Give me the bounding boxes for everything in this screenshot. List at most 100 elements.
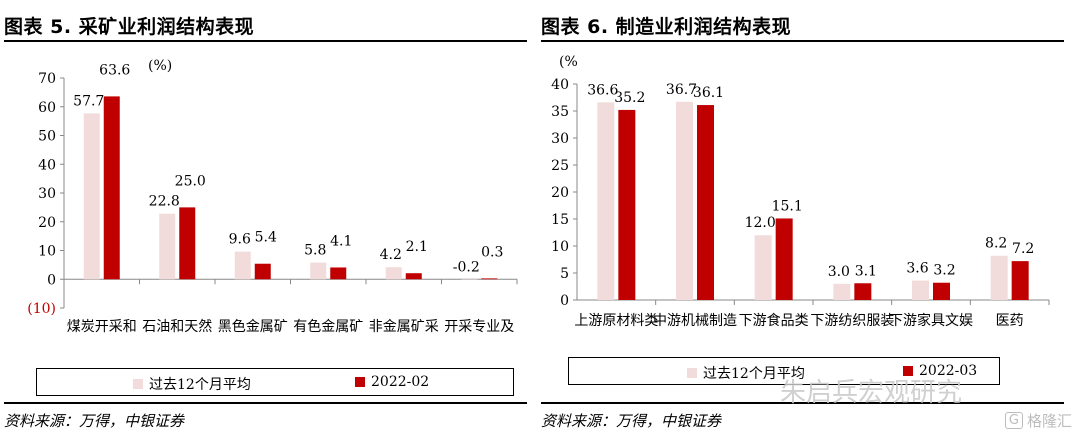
left-legend-swatch-current bbox=[355, 377, 365, 387]
right-y-tick-label: 40 bbox=[551, 77, 569, 93]
right-category-label: 上游原材料类 bbox=[574, 313, 658, 329]
right-bar-current bbox=[933, 282, 950, 300]
left-data-label: 2.1 bbox=[406, 239, 428, 255]
left-data-label: 57.7 bbox=[73, 93, 104, 109]
right-bar-chart: (% 0 5 10 15 20 25 30 35 40 36.6 36.7 12.0 3.0 3.6 8.2 3… bbox=[551, 54, 1050, 329]
right-legend-swatch-current bbox=[903, 366, 913, 376]
right-bar-current bbox=[854, 283, 872, 300]
watermark-logo: G 格隆汇 bbox=[1004, 410, 1072, 431]
left-bar-avg bbox=[159, 213, 176, 280]
right-source-rule bbox=[541, 402, 1064, 404]
right-data-label: 15.1 bbox=[772, 198, 803, 214]
right-bar-current bbox=[618, 109, 636, 300]
left-category-label: 煤炭开采和 bbox=[67, 319, 137, 334]
left-legend-item-avg: 过去12个月平均 bbox=[133, 374, 251, 394]
left-y-tick-label: 0 bbox=[47, 272, 56, 288]
right-data-label: 36.7 bbox=[666, 82, 697, 98]
left-bar-current bbox=[481, 278, 498, 280]
left-y-tick-label: 60 bbox=[38, 100, 56, 116]
right-title-rule bbox=[541, 40, 1064, 42]
left-y-tick-label: 20 bbox=[38, 215, 56, 231]
right-bar-current bbox=[697, 105, 714, 300]
right-y-tick-label: 10 bbox=[551, 239, 569, 255]
right-category-label: 中游机械制造 bbox=[653, 313, 737, 329]
left-bar-avg bbox=[310, 262, 327, 280]
right-legend-label-current: 2022-03 bbox=[919, 363, 978, 379]
left-category-label: 开采专业及 bbox=[444, 319, 514, 334]
left-bar-avg bbox=[385, 267, 402, 280]
left-y-tick-label: (10) bbox=[27, 301, 56, 317]
left-title-rule bbox=[4, 40, 527, 42]
left-legend-label-current: 2022-02 bbox=[371, 374, 430, 390]
right-unit-label: (% bbox=[559, 54, 578, 70]
left-data-label: 22.8 bbox=[149, 194, 180, 210]
left-data-label: 5.8 bbox=[304, 243, 326, 259]
right-legend-item-avg: 过去12个月平均 bbox=[687, 363, 805, 383]
right-chart-title: 图表 6. 制造业利润结构表现 bbox=[541, 16, 792, 38]
right-data-label: 3.0 bbox=[828, 264, 850, 280]
right-bar-avg bbox=[990, 255, 1008, 300]
right-data-label: 12.0 bbox=[745, 215, 776, 231]
left-bar-current bbox=[103, 96, 120, 280]
left-bar-current bbox=[405, 273, 422, 280]
right-category-label: 下游家具文娱 bbox=[889, 312, 973, 329]
left-source-rule bbox=[4, 402, 527, 404]
left-legend: 过去12个月平均 2022-02 bbox=[36, 368, 514, 396]
right-legend-item-current: 2022-03 bbox=[903, 363, 977, 379]
left-chart-title: 图表 5. 采矿业利润结构表现 bbox=[4, 16, 255, 38]
watermark-logo-text: 格隆汇 bbox=[1026, 412, 1072, 430]
left-bar-avg bbox=[234, 251, 251, 280]
left-data-label: 9.6 bbox=[229, 232, 251, 248]
left-y-tick-label: 40 bbox=[38, 157, 56, 173]
right-chart-panel: 图表 6. 制造业利润结构表现 (% 0 5 10 15 20 25 30 35 40 36.6 36… bbox=[537, 0, 1064, 440]
right-y-tick-label: 5 bbox=[560, 266, 569, 282]
left-unit-label: (%) bbox=[148, 58, 172, 74]
right-data-label: 8.2 bbox=[985, 236, 1007, 252]
right-data-label: 3.1 bbox=[855, 263, 877, 279]
right-bar-avg bbox=[912, 280, 929, 300]
right-bar-avg bbox=[597, 102, 615, 300]
left-data-label: 25.0 bbox=[175, 173, 206, 189]
left-data-label: -0.2 bbox=[453, 259, 480, 275]
right-category-label: 下游纺织服装 bbox=[810, 313, 894, 329]
left-bar-avg bbox=[83, 113, 100, 280]
left-source-note: 资料来源：万得，中银证券 bbox=[4, 412, 185, 430]
right-bar-current bbox=[1011, 261, 1029, 300]
right-y-tick-label: 35 bbox=[551, 104, 569, 120]
watermark-text: 朱启兵宏观研究 bbox=[779, 378, 962, 408]
left-bar-avg bbox=[461, 279, 478, 280]
right-data-label: 3.6 bbox=[906, 261, 928, 277]
left-y-tick-label: 30 bbox=[38, 186, 56, 202]
left-category-label: 黑色金属矿 bbox=[218, 318, 288, 334]
left-legend-item-current: 2022-02 bbox=[355, 374, 429, 390]
right-data-label: 36.6 bbox=[587, 82, 618, 98]
left-bar-chart: (%) (10) 0 10 20 30 40 50 60 70 57.7 22.8 9.6 5.8 4.2 -… bbox=[27, 58, 518, 334]
left-legend-label-avg: 过去12个月平均 bbox=[149, 377, 251, 393]
right-bar-avg bbox=[676, 101, 693, 300]
right-y-tick-label: 30 bbox=[551, 131, 569, 147]
right-y-tick-label: 0 bbox=[560, 293, 569, 309]
left-data-label: 0.3 bbox=[481, 244, 503, 260]
right-data-label: 36.1 bbox=[693, 85, 724, 101]
right-bar-avg bbox=[754, 235, 772, 300]
left-chart-panel: 图表 5. 采矿业利润结构表现 (%) (10) 0 10 20 30 40 50 60 70 57… bbox=[0, 0, 527, 440]
left-data-label: 63.6 bbox=[99, 62, 130, 78]
left-category-label: 非金属矿采 bbox=[369, 319, 439, 334]
watermark-logo-icon: G bbox=[1004, 412, 1023, 429]
left-bar-current bbox=[330, 267, 347, 280]
right-category-label: 医药 bbox=[996, 313, 1024, 329]
right-bar-current bbox=[775, 218, 793, 300]
left-bar-current bbox=[179, 207, 196, 280]
left-y-tick-label: 50 bbox=[38, 129, 56, 145]
left-category-label: 石油和天然 bbox=[142, 318, 212, 334]
right-data-label: 3.2 bbox=[933, 263, 955, 279]
right-category-label: 下游食品类 bbox=[739, 312, 809, 329]
right-y-tick-label: 25 bbox=[551, 158, 569, 174]
right-legend-swatch-avg bbox=[687, 368, 697, 378]
right-source-note: 资料来源：万得，中银证券 bbox=[541, 412, 722, 430]
right-data-label: 7.2 bbox=[1012, 241, 1034, 257]
right-y-tick-label: 20 bbox=[551, 185, 569, 201]
left-data-label: 5.4 bbox=[255, 230, 277, 246]
left-y-tick-label: 70 bbox=[38, 71, 56, 87]
left-data-label: 4.1 bbox=[330, 233, 352, 249]
